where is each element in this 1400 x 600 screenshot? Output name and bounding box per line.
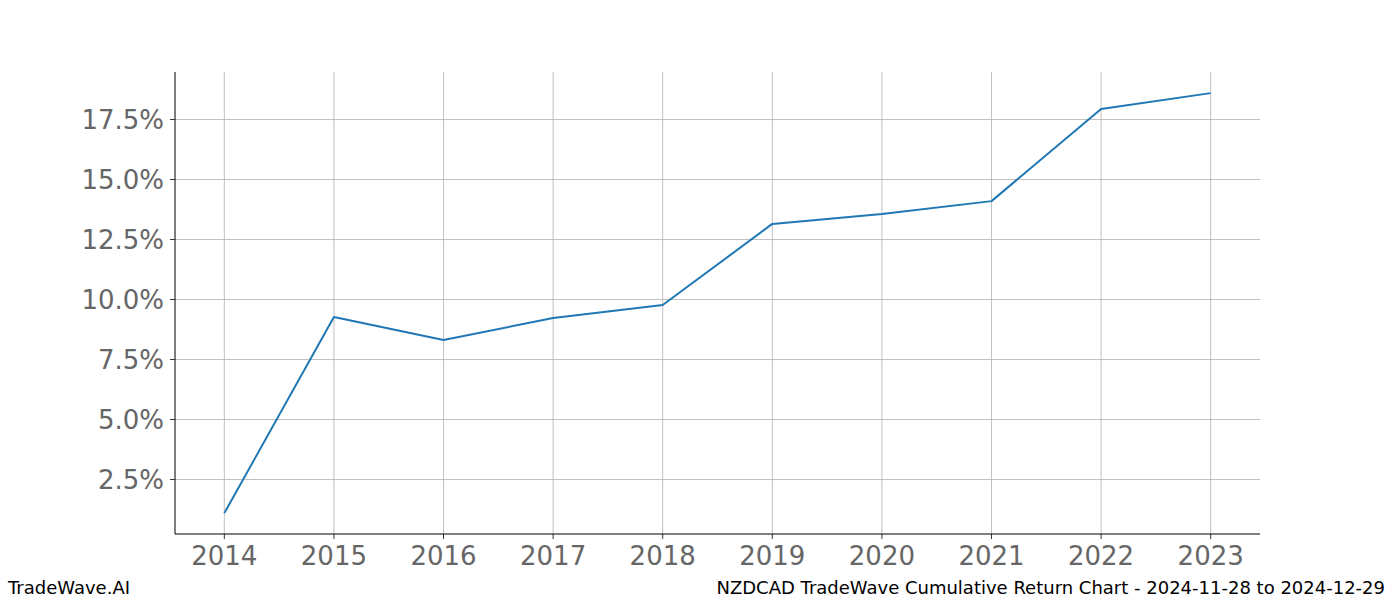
tick-label: 2014 (191, 541, 257, 571)
grid-line (553, 72, 554, 534)
grid-line (175, 299, 1260, 300)
grid-line (1210, 72, 1211, 534)
tick-mark (170, 479, 175, 480)
tick-mark (1101, 534, 1102, 539)
tick-mark (662, 534, 663, 539)
tick-mark (333, 534, 334, 539)
tick-label: 2020 (849, 541, 915, 571)
tick-label: 17.5% (81, 105, 164, 135)
chart: 2014 2015 2016 2017 2018 2019 2020 2021 2022 2023… (0, 0, 1400, 600)
tick-label: 12.5% (81, 225, 164, 255)
tick-label: 2018 (630, 541, 696, 571)
grid-line (991, 72, 992, 534)
tick-mark (170, 119, 175, 120)
grid-line (1101, 72, 1102, 534)
tick-mark (224, 534, 225, 539)
tick-label: 2016 (410, 541, 476, 571)
series-line (224, 93, 1210, 513)
grid-line (175, 119, 1260, 120)
tick-label: 7.5% (98, 345, 164, 375)
tick-mark (881, 534, 882, 539)
tick-mark (772, 534, 773, 539)
tick-mark (170, 239, 175, 240)
grid-line (333, 72, 334, 534)
grid-line (175, 419, 1260, 420)
tick-label: 2.5% (98, 465, 164, 495)
grid-line (443, 72, 444, 534)
tick-mark (1210, 534, 1211, 539)
grid-line (662, 72, 663, 534)
x-axis (175, 534, 1260, 535)
tick-label: 10.0% (81, 285, 164, 315)
y-axis (175, 72, 176, 534)
tick-label: 2017 (520, 541, 586, 571)
grid-line (772, 72, 773, 534)
tick-label: 2019 (739, 541, 805, 571)
tick-label: 2015 (301, 541, 367, 571)
tick-mark (991, 534, 992, 539)
grid-line (224, 72, 225, 534)
grid-line (175, 179, 1260, 180)
tick-label: 2021 (958, 541, 1024, 571)
watermark: TradeWave.AI (7, 577, 130, 598)
grid-line (175, 239, 1260, 240)
tick-label: 5.0% (98, 405, 164, 435)
tick-label: 15.0% (81, 165, 164, 195)
tick-label: 2023 (1178, 541, 1244, 571)
grid-line (881, 72, 882, 534)
tick-label: 2022 (1068, 541, 1134, 571)
tick-mark (170, 419, 175, 420)
tick-mark (553, 534, 554, 539)
grid-line (175, 479, 1260, 480)
tick-mark (170, 299, 175, 300)
tick-mark (170, 179, 175, 180)
plot-area (224, 93, 1210, 513)
tick-mark (170, 359, 175, 360)
tick-mark (443, 534, 444, 539)
grid-line (175, 359, 1260, 360)
title: NZDCAD TradeWave Cumulative Return Chart… (716, 577, 1385, 598)
